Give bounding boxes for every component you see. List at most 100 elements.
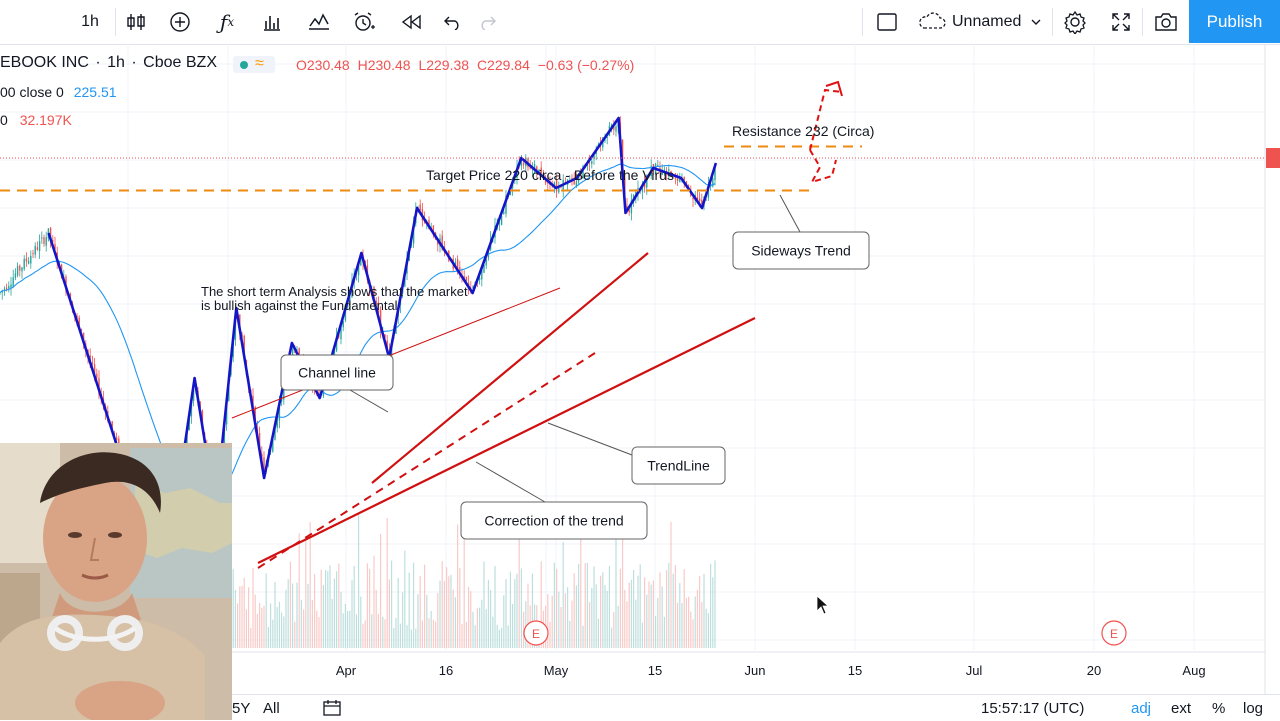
candle-body [23,258,25,270]
gear-icon[interactable] [1061,0,1089,44]
toolbar-divider [1052,8,1053,36]
calendar-icon[interactable] [322,699,342,721]
chevron-down-icon [1031,19,1041,25]
volume-bar [333,578,335,648]
candle-body [379,310,382,331]
volume-bar [314,573,316,648]
volume-bar [307,583,309,648]
candle-body [547,182,549,184]
candle-body [296,349,298,351]
volume-bar [329,565,331,648]
redo-icon[interactable] [474,0,500,44]
volume-bar [322,585,324,648]
volume-bar [428,618,430,648]
candle-body [696,197,699,201]
volume-bar [633,570,635,648]
volume-bar [278,601,280,648]
moving-average-line [0,163,716,492]
volume-bar [454,597,456,648]
interval-label: 1h [81,13,99,30]
square-icon[interactable] [874,0,900,44]
volume-bar [707,613,709,648]
candle-body [419,204,421,211]
volume-bar [435,621,437,648]
volume-bar [624,589,626,648]
ma-legend: 00 close 0 225.51 [0,84,117,100]
chart-type-icon[interactable] [305,0,333,44]
candle-body [604,139,606,141]
candle-body [263,457,265,473]
volume-bar [690,611,692,648]
alert-icon[interactable] [350,0,378,44]
candle-body [49,227,52,240]
candle-body [575,181,578,187]
volume-bar [311,599,313,648]
symbol-name[interactable]: EBOOK INC [0,54,89,71]
analysis-note-line: The short term Analysis shows that the m… [201,284,468,299]
candle-body [630,200,633,214]
delay-icon: ≈ [255,55,264,72]
bars-icon[interactable] [123,0,149,44]
volume-bar [663,616,665,648]
volume-bar [369,568,371,648]
candle-body [276,418,278,428]
candle-body [679,178,681,182]
ma-label[interactable]: 00 close 0 [0,84,64,100]
camera-icon[interactable] [1151,0,1181,44]
publish-button[interactable]: Publish [1189,0,1280,43]
undo-icon[interactable] [440,0,466,44]
layout-name-button[interactable]: Unnamed [916,0,1050,44]
candle-body [573,179,575,185]
bar-chart-icon[interactable] [258,0,286,44]
volume-bar [589,602,591,648]
channel-line-callout-box [280,354,394,391]
volume-label[interactable]: 0 [0,112,8,128]
volume-bar [296,582,298,648]
candle-body [437,239,439,245]
volume-bar [252,568,254,648]
earnings-event-marker [1101,620,1127,646]
volume-bar [571,600,573,648]
volume-bar [514,579,516,648]
candle-body [558,186,560,193]
range-5y-button[interactable]: 5Y [232,700,251,717]
clock-time[interactable]: 15:57:17 (UTC) [981,700,1085,717]
volume-bar [476,608,478,648]
candle-body [36,247,39,250]
volume-bar [593,566,595,648]
fullscreen-icon[interactable] [1107,0,1135,44]
volume-bar [602,572,604,648]
interval-button[interactable]: 1h [72,0,108,44]
range-all-button[interactable]: All [263,700,280,717]
ohlc-legend: O230.48 H230.48 L229.38 C229.84 −0.63 (−… [296,57,634,73]
volume-bar [248,587,250,648]
adj-toggle[interactable]: adj [1131,700,1152,717]
candle-body [588,162,591,164]
channel-line-callout-pointer [349,389,389,413]
candle-body [593,154,595,159]
volume-bar [439,580,441,648]
plus-circle-icon[interactable] [166,0,194,44]
log-toggle[interactable]: log [1243,700,1264,717]
volume-bar [353,565,355,648]
dot-separator: · [95,54,101,71]
volume-bar [635,599,637,648]
candle-body [615,126,617,132]
candle-body [481,269,483,280]
percent-toggle[interactable]: % [1212,700,1226,717]
volume-bar [670,521,672,648]
candle-body [12,277,14,287]
candle-body [52,239,54,242]
candle-body [591,161,593,164]
ext-toggle[interactable]: ext [1171,700,1192,717]
volume-bar [628,582,630,648]
candle-body [278,402,281,421]
volume-bar [351,580,353,648]
replay-icon[interactable] [397,0,425,44]
volume-bar [503,595,505,648]
volume-bar [391,560,393,648]
status-badge[interactable]: ≈ [233,55,275,73]
volume-bar [316,610,318,648]
volume-bar [479,607,481,648]
